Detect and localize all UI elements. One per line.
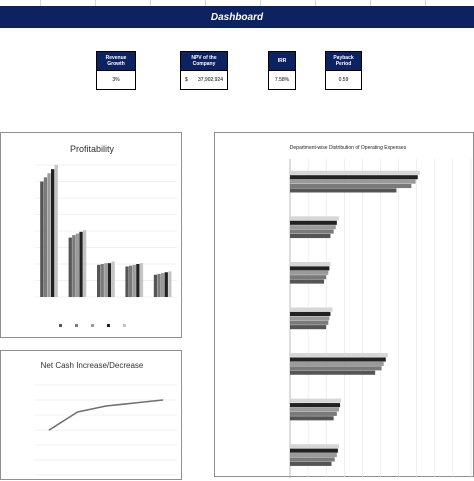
- kpi-label: NPV of the Company: [180, 51, 228, 71]
- kpi-label: Revenue Growth: [96, 51, 136, 71]
- dept-bar-1-0: [290, 216, 339, 221]
- dept-bar-2-4: [290, 279, 325, 284]
- kpi-currency: $: [185, 77, 188, 83]
- dept-bar-1-4: [290, 233, 331, 239]
- dept-bar-2-3: [290, 275, 327, 280]
- bar-ebitda-2025: [104, 263, 108, 297]
- dept-bar-5-4: [290, 416, 334, 421]
- dept-bar-5-2: [290, 407, 339, 412]
- dept-bar-2-2: [290, 270, 329, 275]
- kpi-value: 3%: [96, 71, 136, 90]
- dept-bar-3-0: [290, 307, 333, 312]
- legend-swatch: [91, 324, 94, 327]
- bar-ebit-2025: [132, 264, 136, 297]
- bar-revenue-2023: [40, 181, 44, 297]
- dept-bar-0-1: [290, 175, 418, 180]
- bar-revenue-2024: [43, 177, 48, 297]
- dept-bar-1-3: [290, 229, 334, 234]
- dept-bar-4-1: [290, 357, 386, 362]
- net-cash-point-2023: [48, 429, 50, 431]
- dept-bar-6-4: [290, 461, 332, 466]
- net-cash-point-2027: [162, 399, 164, 401]
- kpi-value-row: $ 37,902,924: [180, 71, 228, 90]
- dept-bar-6-0: [290, 444, 339, 449]
- bar-net-profit-2027: [168, 271, 172, 297]
- bar-ebit-2024: [129, 265, 133, 297]
- kpi-card-npv: NPV of the Company $ 37,902,924: [180, 51, 228, 90]
- dept-bar-5-0: [290, 398, 342, 403]
- dept-bar-0-3: [290, 183, 412, 189]
- bar-gross-profit-2027: [83, 230, 87, 297]
- dept-bar-3-4: [290, 325, 327, 330]
- net-cash-point-2024: [77, 411, 79, 413]
- dept-bar-5-3: [290, 411, 337, 416]
- kpi-value: 7.58%: [268, 71, 296, 90]
- department-expenses-chart-svg: Department-wise Distribution of Operatin…: [289, 145, 472, 478]
- column-guides: [0, 0, 474, 6]
- legend-swatch: [59, 324, 62, 327]
- dept-bar-4-0: [290, 353, 388, 358]
- bar-ebitda-2024: [100, 264, 104, 297]
- bar-gross-profit-2024: [72, 235, 76, 297]
- page-title: Dashboard: [210, 11, 264, 23]
- net-cash-point-2025: [105, 405, 107, 407]
- bar-net-profit-2025: [161, 273, 165, 297]
- dept-bar-4-3: [290, 366, 382, 371]
- dept-bar-0-2: [290, 179, 416, 184]
- dept-bar-0-0: [290, 170, 420, 175]
- dept-bar-4-2: [290, 361, 384, 366]
- kpi-card-irr: IRR 7.58%: [268, 51, 296, 90]
- dept-bar-1-2: [290, 225, 336, 230]
- kpi-value: 37,902,924: [197, 77, 223, 83]
- bar-ebit-2027: [139, 263, 144, 297]
- kpi-value: 0.59: [325, 71, 362, 90]
- department-chart-title: Department-wise Distribution of Operatin…: [290, 145, 407, 151]
- bar-ebitda-2023: [97, 264, 101, 297]
- dept-bar-3-2: [290, 316, 330, 321]
- net-cash-chart-svg: Net Cash Increase/Decrease: [35, 361, 177, 476]
- legend-swatch: [123, 324, 126, 327]
- dept-bar-3-3: [290, 320, 329, 325]
- dept-bar-4-4: [290, 370, 376, 375]
- kpi-label: Payback Period: [325, 51, 362, 71]
- dept-bar-6-1: [290, 448, 338, 453]
- net-cash-chart-title: Net Cash Increase/Decrease: [41, 361, 144, 370]
- profitability-chart[interactable]: Profitability: [0, 132, 182, 338]
- dashboard-title-bar: Dashboard: [0, 6, 474, 28]
- department-expenses-chart[interactable]: Department-wise Distribution of Operatin…: [214, 132, 474, 478]
- bar-revenue-2027: [54, 165, 58, 297]
- dept-bar-5-1: [290, 403, 341, 408]
- dept-bar-6-3: [290, 457, 335, 462]
- dept-bar-2-0: [290, 261, 331, 267]
- bar-revenue-2026: [51, 169, 55, 297]
- bar-net-profit-2026: [164, 272, 168, 297]
- bar-net-profit-2024: [157, 273, 161, 297]
- bar-ebit-2026: [136, 264, 140, 297]
- legend-swatch: [75, 324, 78, 327]
- profitability-chart-title: Profitability: [70, 144, 115, 154]
- bar-net-profit-2023: [153, 274, 158, 297]
- kpi-card-payback-period: Payback Period 0.59: [325, 51, 362, 90]
- kpi-label: IRR: [268, 51, 296, 71]
- bar-gross-profit-2023: [68, 237, 72, 297]
- bar-gross-profit-2025: [75, 233, 80, 297]
- dept-bar-1-1: [290, 220, 337, 225]
- dept-bar-3-1: [290, 311, 331, 316]
- net-cash-point-2026: [133, 402, 135, 404]
- legend-swatch: [107, 324, 110, 327]
- dept-bar-0-4: [290, 188, 397, 193]
- bar-revenue-2025: [47, 173, 51, 297]
- dept-bar-2-1: [290, 266, 330, 271]
- bar-ebit-2023: [125, 266, 129, 297]
- profitability-chart-svg: Profitability: [35, 144, 177, 327]
- dept-bar-6-2: [290, 453, 337, 458]
- bar-ebitda-2027: [111, 261, 115, 297]
- net-cash-chart[interactable]: Net Cash Increase/Decrease: [0, 350, 182, 480]
- kpi-card-revenue-growth: Revenue Growth 3%: [96, 51, 136, 90]
- bar-gross-profit-2026: [79, 231, 83, 297]
- bar-ebitda-2026: [107, 263, 112, 297]
